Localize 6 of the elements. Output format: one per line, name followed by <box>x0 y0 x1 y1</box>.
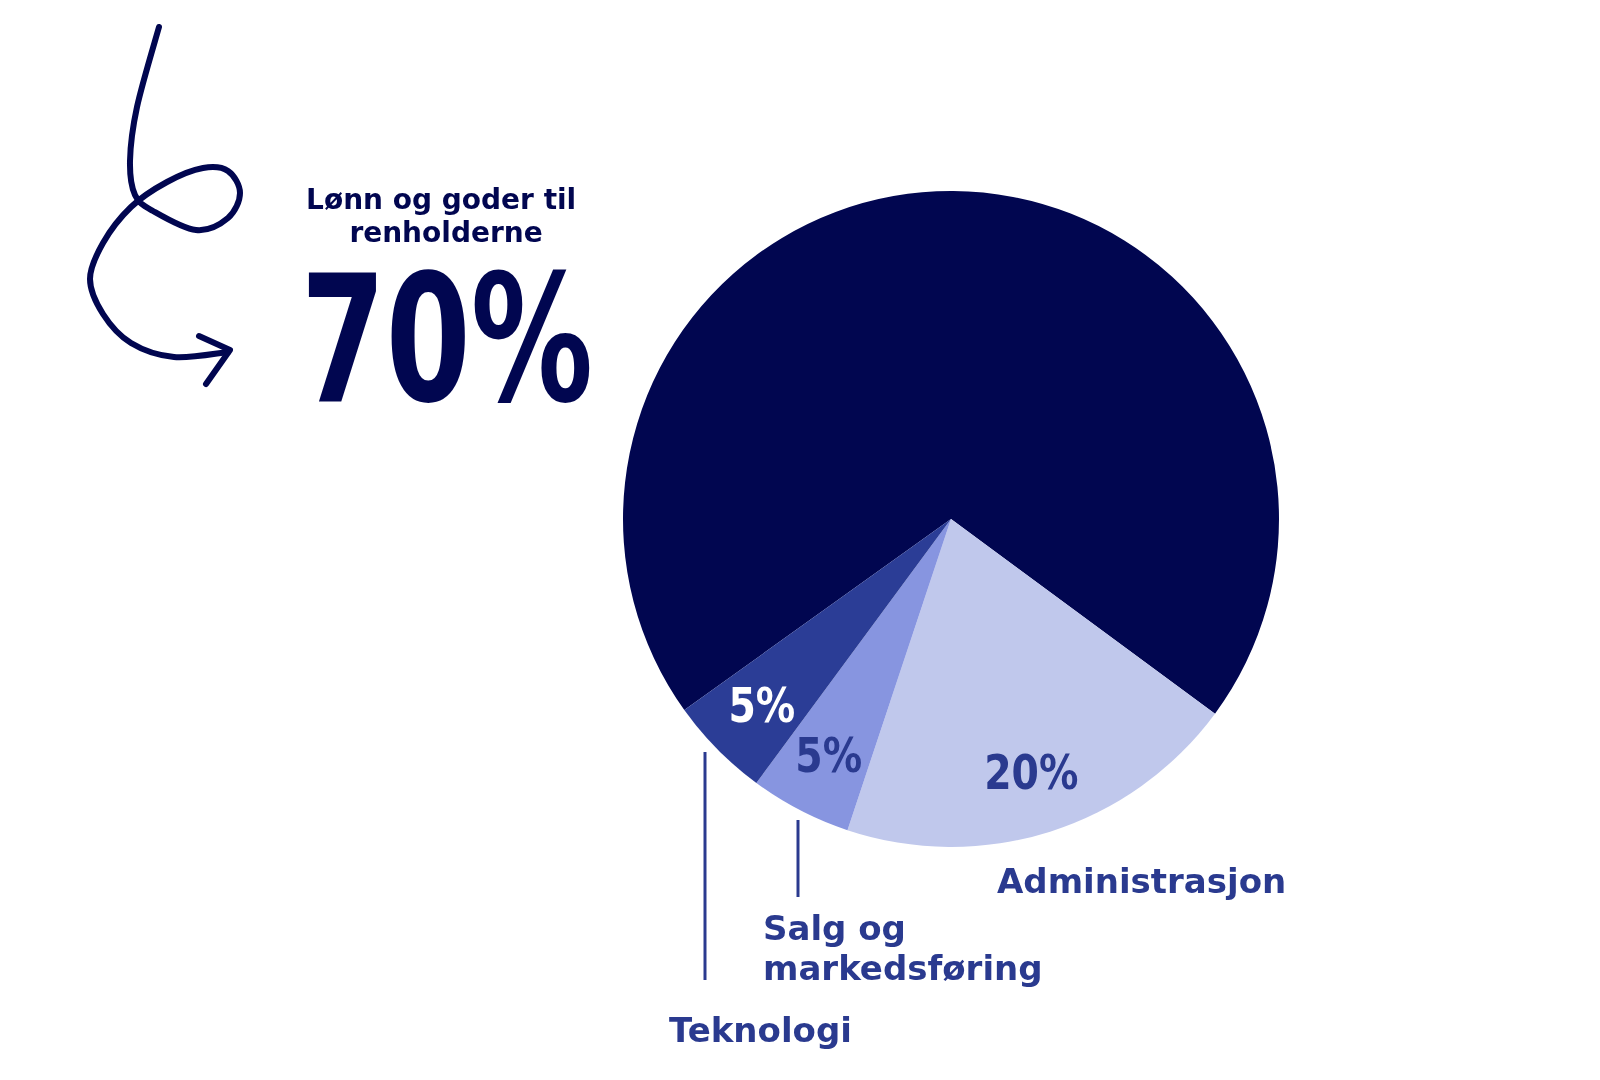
data-label: 5% <box>728 677 796 734</box>
data-label: 20% <box>984 744 1079 801</box>
data-label: 5% <box>795 726 863 783</box>
slice-label: Salg og markedsføring <box>763 908 1043 988</box>
slice-label: Teknologi <box>669 1010 852 1050</box>
slice-label: Administrasjon <box>997 861 1287 901</box>
